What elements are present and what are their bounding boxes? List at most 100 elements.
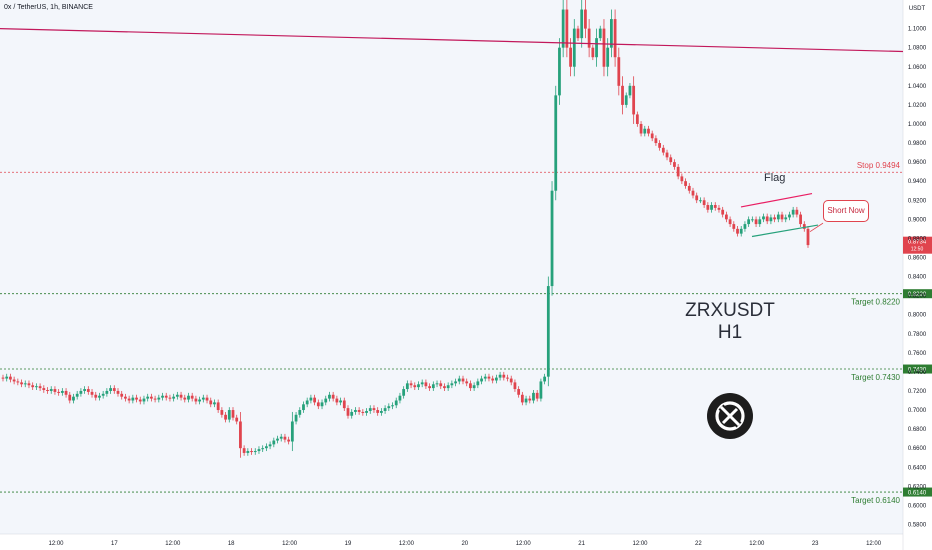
- candle-body[interactable]: [443, 386, 446, 389]
- candle-body[interactable]: [313, 397, 317, 403]
- candle-body[interactable]: [16, 381, 20, 383]
- candle-body[interactable]: [469, 383, 472, 389]
- candle-body[interactable]: [350, 411, 354, 416]
- candle-body[interactable]: [598, 28, 602, 39]
- candle-body[interactable]: [509, 378, 513, 383]
- candle-body[interactable]: [346, 408, 350, 416]
- candle-body[interactable]: [491, 378, 495, 381]
- candle-body[interactable]: [354, 410, 357, 412]
- candle-body[interactable]: [535, 392, 539, 399]
- candle-body[interactable]: [480, 378, 483, 382]
- candle-body[interactable]: [112, 388, 116, 391]
- candle-body[interactable]: [673, 162, 676, 167]
- candle-body[interactable]: [609, 19, 613, 48]
- candle-body[interactable]: [53, 389, 57, 392]
- candle-body[interactable]: [153, 398, 157, 400]
- candle-body[interactable]: [305, 400, 309, 405]
- candle-body[interactable]: [621, 85, 624, 105]
- candle-body[interactable]: [739, 228, 743, 234]
- candle-body[interactable]: [532, 392, 535, 401]
- candle-body[interactable]: [398, 395, 402, 401]
- candle-body[interactable]: [31, 385, 35, 388]
- candle-body[interactable]: [431, 384, 435, 389]
- candle-body[interactable]: [769, 217, 773, 222]
- candle-body[interactable]: [643, 128, 647, 134]
- candle-body[interactable]: [357, 410, 361, 412]
- candle-body[interactable]: [135, 397, 138, 400]
- candle-body[interactable]: [758, 219, 762, 225]
- candle-body[interactable]: [383, 408, 387, 411]
- candle-body[interactable]: [98, 395, 101, 398]
- candle-body[interactable]: [250, 451, 253, 453]
- candle-body[interactable]: [335, 398, 339, 403]
- candle-body[interactable]: [405, 383, 409, 390]
- candle-body[interactable]: [90, 391, 94, 395]
- candle-body[interactable]: [272, 440, 276, 445]
- candle-body[interactable]: [64, 390, 68, 395]
- candle-body[interactable]: [424, 382, 428, 387]
- candle-body[interactable]: [127, 398, 131, 401]
- candle-body[interactable]: [387, 406, 391, 409]
- candle-body[interactable]: [290, 421, 294, 442]
- candle-body[interactable]: [695, 195, 699, 201]
- candle-body[interactable]: [661, 147, 665, 153]
- candle-body[interactable]: [617, 57, 621, 86]
- candle-body[interactable]: [506, 377, 509, 379]
- candle-body[interactable]: [799, 214, 802, 225]
- candle-body[interactable]: [706, 205, 710, 210]
- candle-body[interactable]: [131, 397, 135, 401]
- candle-body[interactable]: [368, 408, 372, 411]
- candle-body[interactable]: [420, 382, 424, 385]
- candle-body[interactable]: [472, 385, 476, 389]
- candle-body[interactable]: [628, 85, 632, 96]
- candle-body[interactable]: [606, 47, 610, 67]
- candle-body[interactable]: [502, 374, 506, 378]
- candle-body[interactable]: [331, 394, 335, 399]
- candle-body[interactable]: [183, 397, 187, 400]
- candle-body[interactable]: [435, 383, 439, 385]
- candle-body[interactable]: [339, 400, 342, 403]
- candle-body[interactable]: [209, 400, 213, 405]
- candle-body[interactable]: [324, 398, 328, 403]
- candle-body[interactable]: [517, 389, 521, 395]
- flag-upper-line[interactable]: [740, 192, 813, 208]
- candle-body[interactable]: [316, 402, 320, 407]
- candle-body[interactable]: [23, 383, 27, 385]
- candle-body[interactable]: [665, 152, 669, 158]
- candle-body[interactable]: [750, 219, 754, 221]
- candle-body[interactable]: [624, 95, 628, 105]
- candle-body[interactable]: [669, 157, 673, 163]
- candle-body[interactable]: [776, 214, 780, 220]
- candle-body[interactable]: [1, 377, 5, 379]
- candle-body[interactable]: [576, 28, 580, 39]
- candle-body[interactable]: [187, 395, 190, 400]
- candle-body[interactable]: [784, 217, 788, 220]
- candle-body[interactable]: [654, 138, 658, 144]
- candle-body[interactable]: [409, 383, 413, 386]
- candle-body[interactable]: [328, 394, 331, 399]
- candle-body[interactable]: [454, 381, 457, 384]
- candle-body[interactable]: [287, 439, 291, 442]
- candle-body[interactable]: [595, 38, 598, 58]
- candle-body[interactable]: [721, 209, 725, 215]
- candle-body[interactable]: [205, 397, 209, 401]
- price-axis[interactable]: [903, 0, 932, 550]
- candle-body[interactable]: [558, 47, 561, 96]
- candle-body[interactable]: [391, 405, 394, 407]
- candle-body[interactable]: [402, 389, 406, 396]
- candle-body[interactable]: [198, 399, 202, 402]
- candle-body[interactable]: [179, 394, 183, 398]
- candle-body[interactable]: [413, 385, 417, 388]
- candle-body[interactable]: [242, 448, 246, 453]
- candle-body[interactable]: [157, 397, 161, 400]
- candle-body[interactable]: [309, 397, 313, 401]
- candle-body[interactable]: [702, 200, 706, 206]
- candle-body[interactable]: [446, 385, 450, 389]
- candle-body[interactable]: [216, 402, 220, 411]
- candle-body[interactable]: [164, 395, 168, 398]
- candle-body[interactable]: [379, 410, 383, 413]
- candle-body[interactable]: [587, 28, 591, 48]
- candle-body[interactable]: [765, 216, 769, 222]
- candle-body[interactable]: [788, 214, 791, 218]
- candle-body[interactable]: [279, 436, 283, 439]
